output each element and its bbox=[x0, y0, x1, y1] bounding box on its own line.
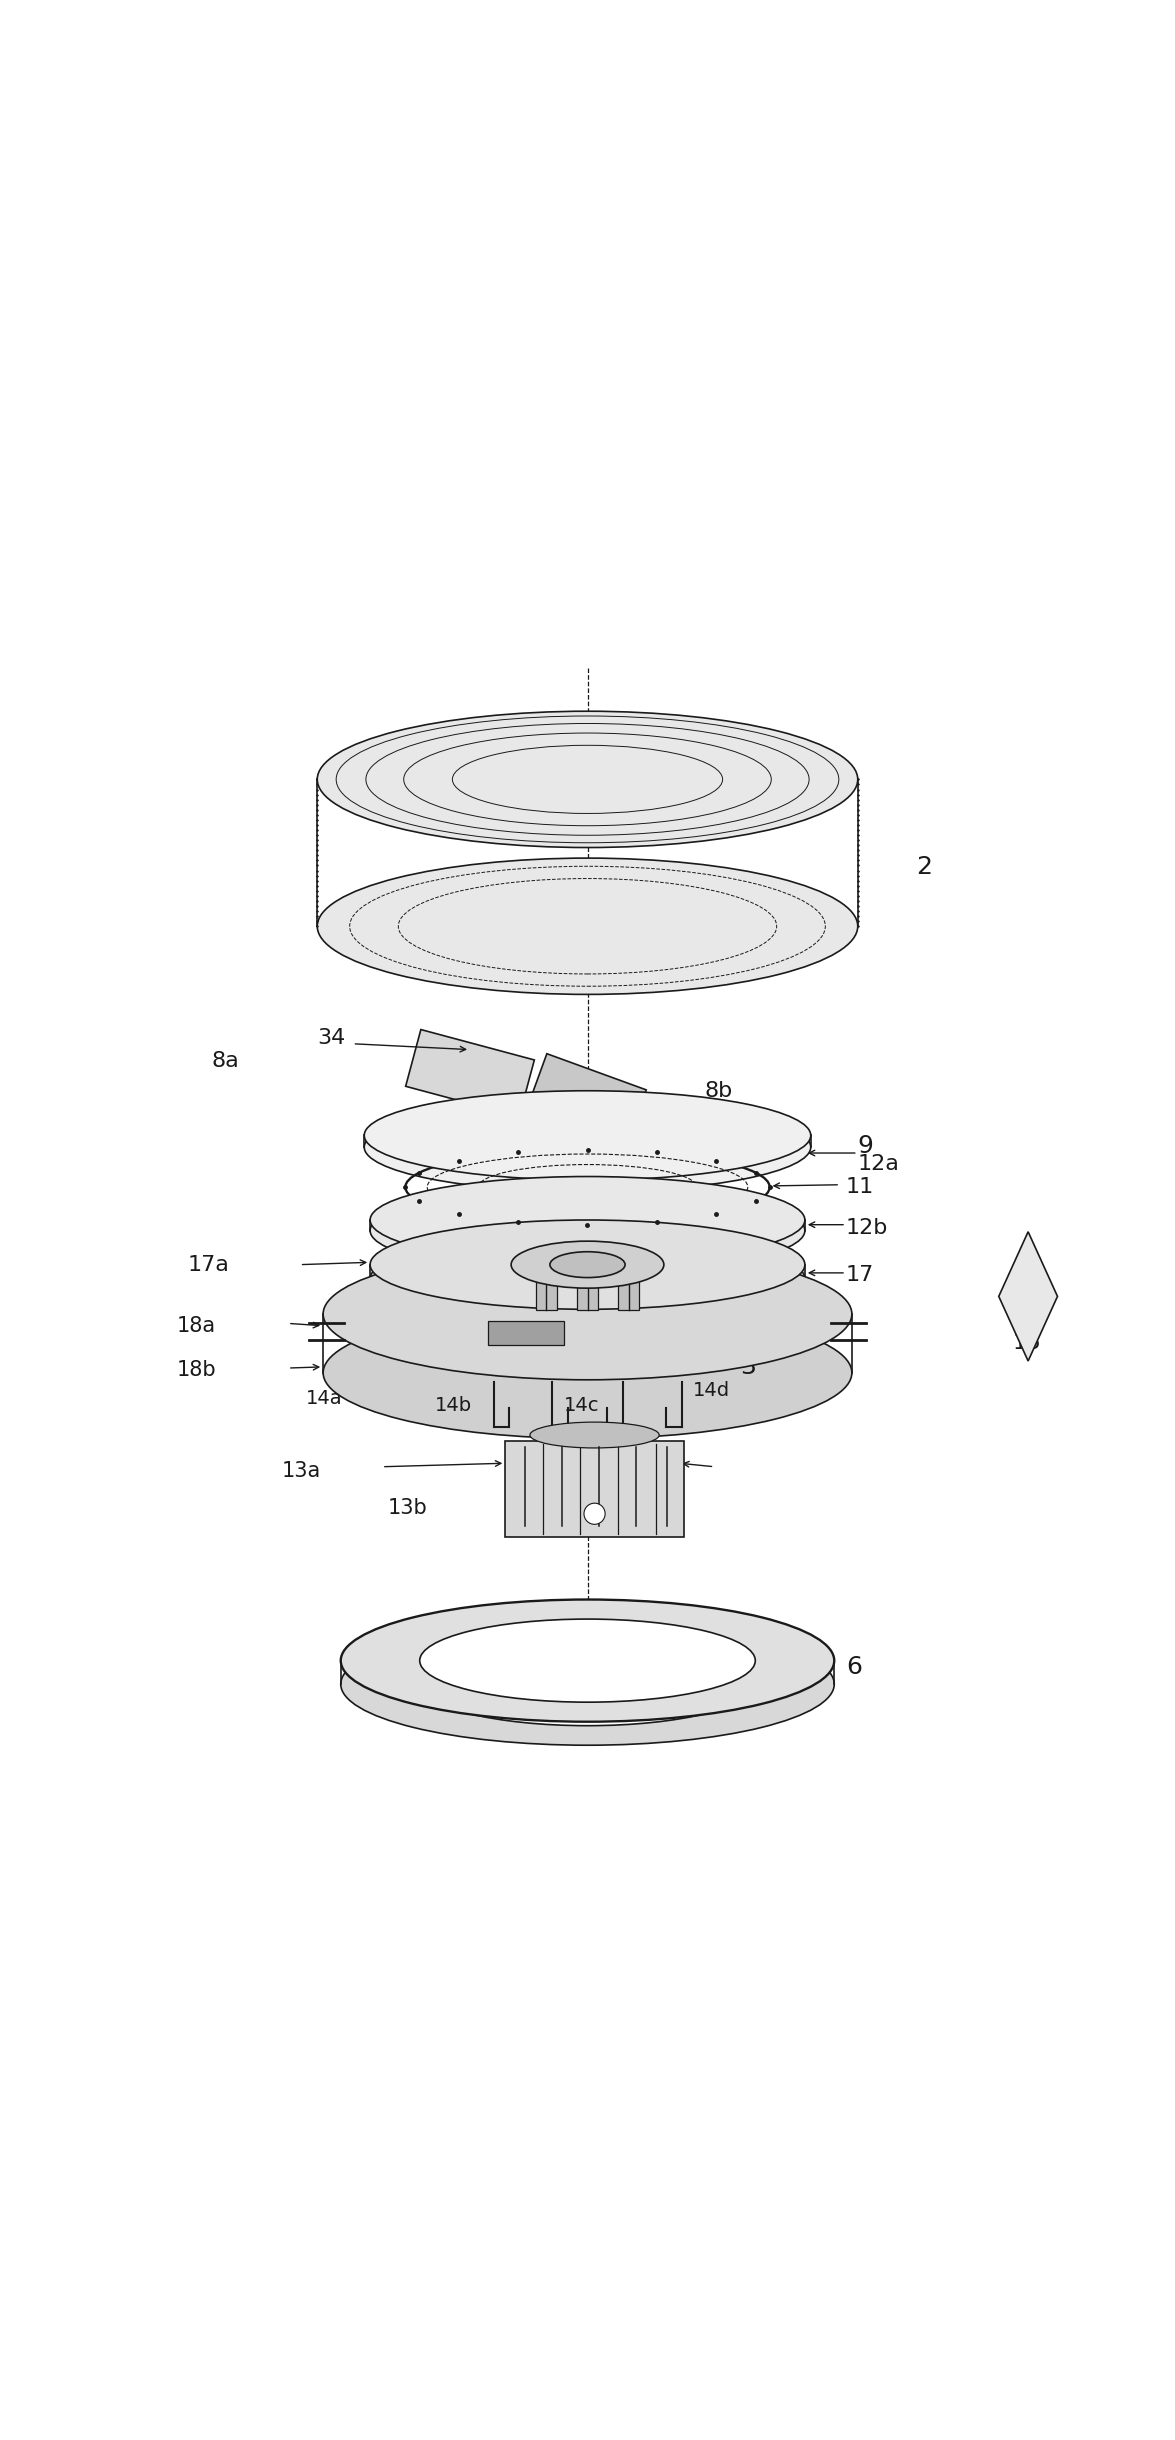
Ellipse shape bbox=[323, 1249, 852, 1379]
Text: 14c: 14c bbox=[564, 1396, 599, 1415]
Text: 18c: 18c bbox=[705, 1315, 743, 1335]
Text: 13c: 13c bbox=[646, 1462, 684, 1481]
Polygon shape bbox=[999, 1232, 1058, 1362]
FancyBboxPatch shape bbox=[405, 1030, 535, 1118]
Text: 12b: 12b bbox=[846, 1218, 888, 1237]
Bar bbox=[505, 1442, 684, 1537]
Ellipse shape bbox=[317, 859, 858, 996]
Text: 6: 6 bbox=[846, 1654, 862, 1679]
Ellipse shape bbox=[323, 1308, 852, 1440]
Ellipse shape bbox=[364, 1103, 811, 1191]
Ellipse shape bbox=[511, 1242, 664, 1288]
FancyBboxPatch shape bbox=[529, 1054, 646, 1139]
Ellipse shape bbox=[419, 1642, 756, 1725]
Ellipse shape bbox=[370, 1220, 805, 1310]
Ellipse shape bbox=[364, 1091, 811, 1181]
Text: 8b: 8b bbox=[705, 1081, 733, 1100]
Text: 11: 11 bbox=[846, 1176, 874, 1198]
Text: 12a: 12a bbox=[858, 1154, 900, 1174]
Ellipse shape bbox=[370, 1235, 805, 1322]
Text: 13a: 13a bbox=[282, 1462, 321, 1481]
Bar bbox=[577, 1249, 598, 1310]
Bar bbox=[536, 1249, 557, 1310]
Text: 17a: 17a bbox=[188, 1254, 230, 1274]
Ellipse shape bbox=[419, 1620, 756, 1703]
Text: 9: 9 bbox=[858, 1135, 874, 1159]
Ellipse shape bbox=[550, 1252, 625, 1279]
Text: 17: 17 bbox=[846, 1266, 874, 1286]
Text: 14a: 14a bbox=[306, 1388, 342, 1408]
Text: 8a: 8a bbox=[212, 1052, 240, 1071]
Ellipse shape bbox=[341, 1601, 834, 1723]
Bar bbox=[618, 1249, 639, 1310]
Text: 18a: 18a bbox=[176, 1315, 215, 1335]
Text: 18b: 18b bbox=[176, 1362, 216, 1381]
Ellipse shape bbox=[370, 1188, 805, 1274]
Circle shape bbox=[584, 1503, 605, 1525]
Text: 34: 34 bbox=[317, 1027, 345, 1047]
Ellipse shape bbox=[341, 1623, 834, 1745]
Text: 2: 2 bbox=[916, 856, 933, 878]
Text: 16: 16 bbox=[1013, 1332, 1041, 1354]
Bar bbox=[488, 1320, 564, 1344]
Text: 3: 3 bbox=[740, 1354, 757, 1379]
Ellipse shape bbox=[530, 1423, 659, 1447]
Text: 14b: 14b bbox=[435, 1396, 472, 1415]
Ellipse shape bbox=[370, 1176, 805, 1264]
Ellipse shape bbox=[317, 710, 858, 847]
Text: 14d: 14d bbox=[693, 1381, 731, 1401]
Text: 13b: 13b bbox=[388, 1498, 428, 1518]
